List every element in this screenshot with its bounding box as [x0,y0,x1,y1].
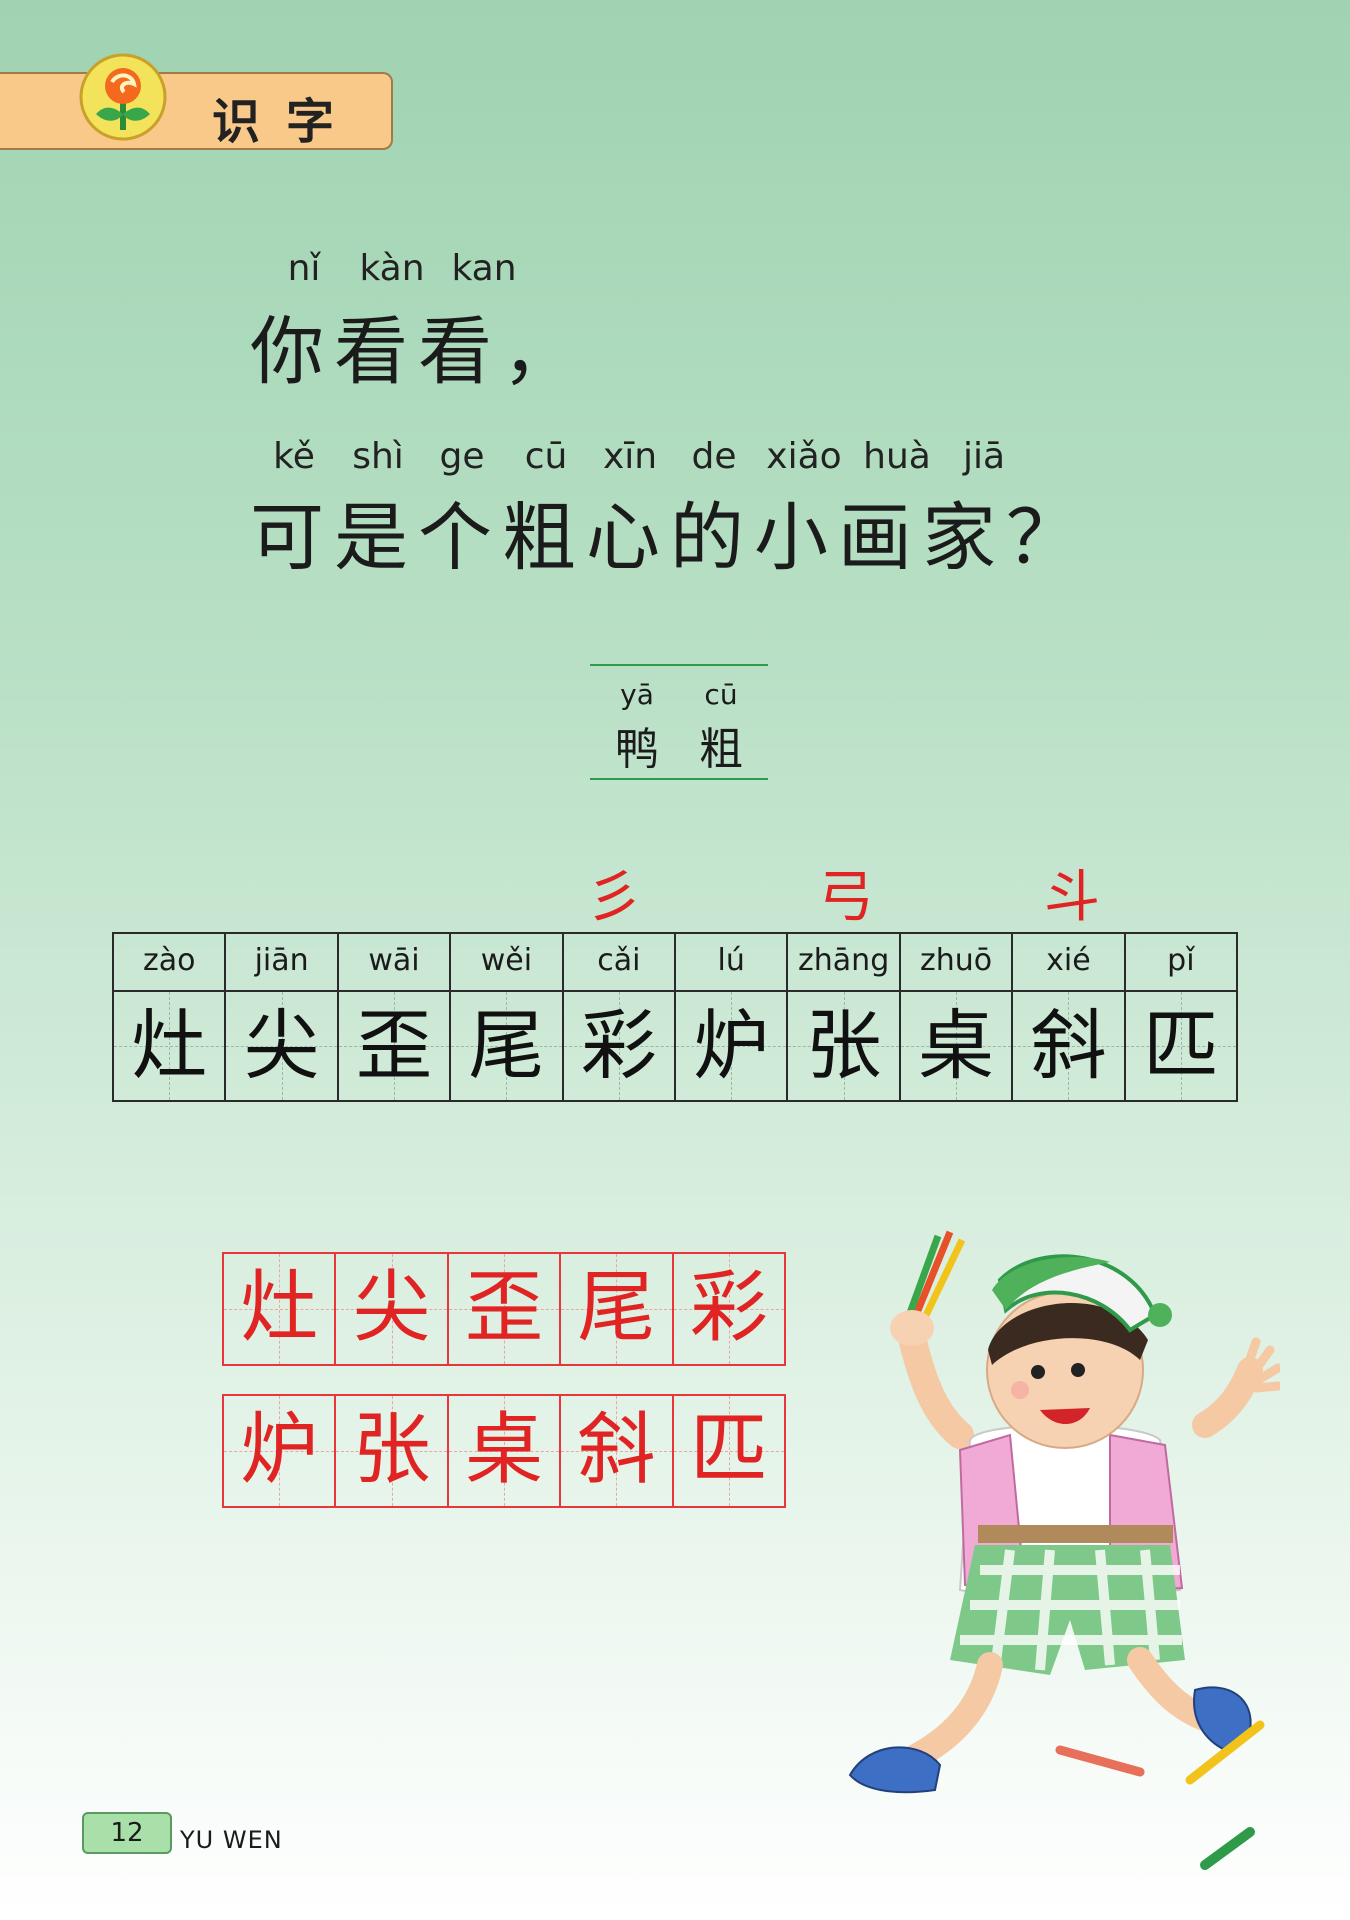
flower-sun-logo-icon [79,53,167,141]
char-glyph: 炉 [693,1001,770,1090]
char-pinyin: jiān [226,934,337,992]
writing-cell: 斜 [561,1396,674,1506]
writing-cell: 炉 [224,1396,337,1506]
lesson-title: 识字 [212,94,361,150]
writing-char: 灶 [240,1263,319,1353]
radical-gong: 弓 [818,865,874,930]
char-cell: zào 灶 [114,934,227,1100]
poem-line1: 你看看， [250,309,586,395]
lesson-tab [0,72,393,150]
writing-cell: 歪 [448,1254,562,1364]
pinyin-syllable: cū [524,436,568,477]
page-number: 12 [82,1812,172,1854]
pinyin-syllable: ge [439,436,485,477]
writing-char: 尖 [352,1263,431,1353]
char-pinyin: zào [114,934,225,992]
char-cell: lú 炉 [676,934,789,1100]
char-glyph: 彩 [580,1001,657,1090]
footer-label: YU WEN [180,1826,283,1854]
writing-char: 匹 [689,1405,768,1495]
writing-cell: 尾 [561,1254,674,1364]
writing-cell: 灶 [224,1254,337,1364]
new-word-pinyin: cū [704,678,738,711]
char-cell: wāi 歪 [338,934,452,1100]
character-table: zào 灶 jiān 尖 wāi 歪 wěi 尾 cǎi 彩 lú 炉 zhāng 张 zhu… [112,932,1238,1102]
char-glyph: 歪 [356,1001,433,1090]
writing-char: 桌 [465,1405,544,1495]
char-pinyin: xié [1013,934,1124,992]
char-glyph: 桌 [918,1001,995,1090]
poem-line2-pinyin: kě shì ge cū xīn de xiǎo huà jiā [252,436,1026,477]
poem-line2: 可是个粗心的小画家？ [250,495,1090,581]
char-glyph: 张 [805,1001,882,1090]
pinyin-syllable: xiǎo [766,436,842,477]
writing-char: 歪 [465,1263,544,1353]
writing-cell: 桌 [448,1396,562,1506]
char-glyph: 斜 [1030,1001,1107,1090]
writing-cell: 匹 [673,1396,785,1506]
pinyin-syllable: xīn [602,436,658,477]
writing-cell: 张 [336,1396,449,1506]
pinyin-syllable: huà [863,436,931,477]
char-cell: wěi 尾 [451,934,564,1100]
writing-cell: 彩 [673,1254,785,1364]
char-cell: zhuō 桌 [900,934,1014,1100]
char-cell: jiān 尖 [226,934,339,1100]
writing-char: 彩 [689,1263,768,1353]
pinyin-syllable: nǐ [287,248,321,289]
char-glyph: 灶 [131,1001,208,1090]
writing-char: 尾 [577,1263,656,1353]
new-word-char: 鸭 [615,724,659,775]
char-pinyin: zhāng [788,934,899,992]
pinyin-syllable: de [691,436,737,477]
new-word-char: 粗 [699,724,743,775]
char-glyph: 尖 [243,1001,320,1090]
char-pinyin: wěi [451,934,562,992]
writing-char: 炉 [240,1405,319,1495]
char-glyph: 尾 [468,1001,545,1090]
new-words-box: yā cū 鸭 粗 [590,664,768,780]
char-cell: zhāng 张 [788,934,901,1100]
char-pinyin: cǎi [563,934,675,992]
char-pinyin: lú [676,934,787,992]
pinyin-syllable: kě [273,436,315,477]
boy-with-pencils-illustration [848,1230,1280,1870]
char-cell: xié 斜 [1013,934,1126,1100]
poem-line1-pinyin: nǐ kàn kan [262,248,530,289]
char-cell: pǐ 匹 [1125,934,1237,1100]
char-glyph: 匹 [1142,1001,1219,1090]
new-word-pinyin: yā [620,678,654,711]
pinyin-syllable: kan [451,248,517,289]
writing-grid-row2: 炉 张 桌 斜 匹 [222,1394,786,1508]
char-pinyin: zhuō [900,934,1012,992]
writing-char: 张 [352,1405,431,1495]
char-cell: cǎi 彩 [563,934,677,1100]
char-pinyin: pǐ [1125,934,1237,992]
writing-cell: 尖 [336,1254,449,1364]
pinyin-syllable: shì [352,436,404,477]
pinyin-syllable: jiā [962,436,1006,477]
radical-dou: 斗 [1044,865,1100,930]
radical-shan: 彡 [586,865,642,930]
char-pinyin: wāi [338,934,450,992]
pinyin-syllable: kàn [359,248,425,289]
writing-grid-row1: 灶 尖 歪 尾 彩 [222,1252,786,1366]
writing-char: 斜 [577,1405,656,1495]
